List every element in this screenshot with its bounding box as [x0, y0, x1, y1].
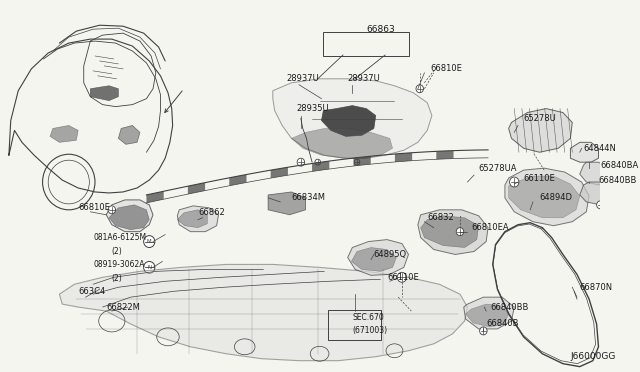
Text: 66840B: 66840B: [486, 320, 518, 328]
Polygon shape: [229, 174, 246, 186]
Circle shape: [354, 159, 360, 165]
Polygon shape: [509, 109, 572, 152]
Text: 66870N: 66870N: [580, 283, 613, 292]
Text: 65278U: 65278U: [524, 114, 556, 123]
Polygon shape: [351, 247, 396, 271]
Text: 081A6-6125M: 081A6-6125M: [93, 233, 146, 242]
Polygon shape: [268, 192, 305, 215]
Circle shape: [108, 206, 116, 214]
Polygon shape: [321, 106, 376, 137]
Text: 66862: 66862: [198, 208, 225, 217]
Circle shape: [315, 159, 321, 165]
Text: 65278UA: 65278UA: [479, 164, 517, 173]
Polygon shape: [509, 176, 580, 218]
Text: 64844N: 64844N: [584, 144, 616, 153]
Polygon shape: [90, 86, 118, 101]
Polygon shape: [312, 161, 330, 171]
Polygon shape: [60, 264, 467, 361]
Polygon shape: [464, 297, 515, 329]
Text: 28935U: 28935U: [296, 104, 329, 113]
Text: (2): (2): [112, 247, 123, 256]
Circle shape: [143, 235, 155, 247]
Text: 66810E: 66810E: [78, 203, 110, 212]
Text: (671003): (671003): [353, 326, 387, 336]
Text: 28937U: 28937U: [287, 74, 319, 83]
Text: N: N: [147, 265, 151, 270]
Polygon shape: [353, 156, 371, 166]
Polygon shape: [147, 191, 164, 203]
Circle shape: [456, 228, 464, 235]
Text: 66840BB: 66840BB: [490, 302, 528, 312]
Polygon shape: [177, 210, 207, 228]
Text: 66810E: 66810E: [430, 64, 462, 73]
Text: J66000GG: J66000GG: [570, 352, 616, 361]
Circle shape: [143, 262, 155, 273]
Polygon shape: [50, 125, 78, 142]
Polygon shape: [271, 167, 288, 178]
Text: 66832: 66832: [428, 213, 454, 222]
Polygon shape: [465, 304, 509, 327]
Polygon shape: [188, 183, 205, 194]
Text: 66110E: 66110E: [387, 273, 419, 282]
Polygon shape: [291, 128, 392, 158]
Text: 64895Q: 64895Q: [374, 250, 407, 259]
Circle shape: [509, 177, 519, 187]
Text: 66840BA: 66840BA: [600, 161, 639, 170]
Text: (2): (2): [112, 274, 123, 283]
Polygon shape: [118, 125, 140, 144]
Text: 663C4: 663C4: [78, 287, 106, 296]
Text: 66110E: 66110E: [524, 174, 556, 183]
Polygon shape: [505, 168, 589, 226]
Polygon shape: [580, 182, 612, 205]
Polygon shape: [109, 205, 149, 230]
Text: 66863: 66863: [366, 25, 395, 34]
Polygon shape: [177, 206, 218, 232]
Polygon shape: [106, 200, 153, 232]
Text: 28937U: 28937U: [348, 74, 380, 83]
Polygon shape: [420, 216, 479, 247]
Text: 66840BB: 66840BB: [598, 176, 637, 185]
Polygon shape: [395, 153, 412, 162]
Text: 66810EA: 66810EA: [471, 223, 509, 232]
Polygon shape: [418, 210, 488, 254]
Circle shape: [297, 158, 305, 166]
Polygon shape: [273, 79, 432, 158]
Circle shape: [416, 85, 424, 93]
Polygon shape: [436, 151, 454, 159]
Polygon shape: [580, 162, 608, 185]
Circle shape: [479, 327, 487, 335]
Circle shape: [596, 201, 604, 209]
Polygon shape: [348, 240, 408, 275]
Text: 66834M: 66834M: [291, 193, 326, 202]
Text: 08919-3062A: 08919-3062A: [93, 260, 145, 269]
Text: 66822M: 66822M: [106, 302, 140, 312]
Circle shape: [397, 272, 406, 282]
Text: M: M: [147, 239, 152, 244]
Text: 64894D: 64894D: [540, 193, 573, 202]
Text: SEC.670: SEC.670: [353, 312, 384, 321]
Polygon shape: [570, 142, 598, 162]
